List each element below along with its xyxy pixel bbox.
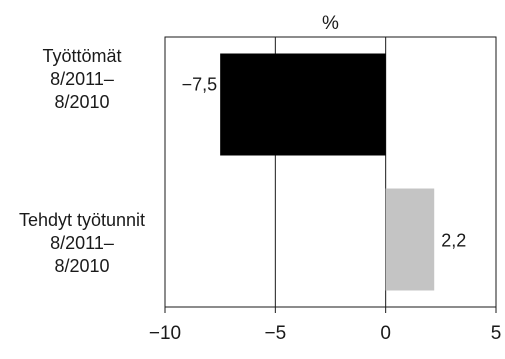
category-label-line: Työttömät	[42, 46, 121, 66]
category-label-line: 8/2011–	[50, 233, 114, 253]
bar	[220, 53, 386, 156]
category-label-line: 8/2011–	[50, 69, 114, 89]
value-label: 2,2	[441, 231, 466, 251]
value-label: −7,5	[182, 75, 218, 95]
category-label-line: 8/2010	[54, 256, 109, 276]
unit-label: %	[322, 13, 339, 34]
x-tick-label: −5	[264, 323, 286, 344]
category-label: Työttömät 8/2011– 8/2010	[42, 46, 121, 112]
category-label: Tehdyt työtunnit 8/2011– 8/2010	[19, 210, 145, 276]
plot-frame	[164, 36, 497, 308]
bars: −7,5 2,2	[182, 53, 466, 291]
category-label-line: Tehdyt työtunnit	[19, 210, 145, 230]
x-tick-label: −10	[149, 323, 181, 344]
category-label-line: 8/2010	[54, 92, 109, 112]
bar	[385, 188, 435, 291]
category-labels: Työttömät 8/2011– 8/2010 Tehdyt työtunnit 8/…	[19, 46, 145, 276]
x-tick-label: 0	[380, 323, 391, 344]
x-axis-ticks: −10 −5 0 5	[149, 307, 501, 344]
x-tick-label: 5	[491, 323, 502, 344]
